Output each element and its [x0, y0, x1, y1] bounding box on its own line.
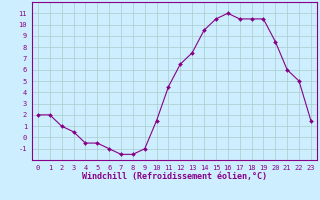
X-axis label: Windchill (Refroidissement éolien,°C): Windchill (Refroidissement éolien,°C)	[82, 172, 267, 181]
